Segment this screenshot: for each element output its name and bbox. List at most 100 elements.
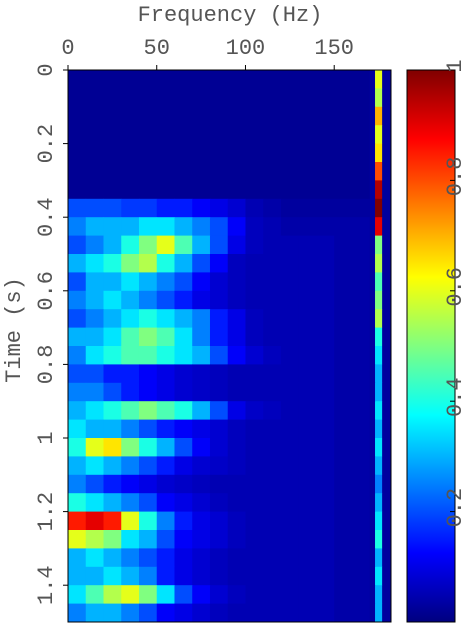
heatmap-cell <box>227 198 246 218</box>
heatmap-cell <box>263 290 282 310</box>
heatmap-cell <box>375 70 383 89</box>
heatmap-cell <box>192 309 211 328</box>
heatmap-cell <box>156 364 175 384</box>
heatmap-cell <box>316 603 335 623</box>
heatmap-cell <box>227 603 246 623</box>
heatmap-cell <box>245 272 264 292</box>
heatmap-cell <box>156 438 175 457</box>
heatmap-cell <box>369 585 376 604</box>
heatmap-cell <box>375 290 383 310</box>
heatmap-cell <box>227 438 246 457</box>
heatmap-cell <box>263 235 282 255</box>
y-axis-label: Time (s) <box>2 277 27 383</box>
heatmap-cell <box>382 70 392 89</box>
heatmap-cell <box>138 327 158 347</box>
heatmap-cell <box>245 235 264 255</box>
heatmap-cell <box>68 493 87 512</box>
heatmap-cell <box>209 548 229 568</box>
heatmap-cell <box>382 254 392 273</box>
heatmap-cell <box>85 70 104 89</box>
heatmap-cell <box>138 235 158 255</box>
heatmap-cell <box>375 401 383 420</box>
heatmap-cell <box>138 548 158 568</box>
heatmap-cell <box>245 290 264 310</box>
heatmap-cell <box>227 585 246 604</box>
heatmap-cell <box>245 327 264 347</box>
heatmap-cell <box>369 309 376 328</box>
heatmap-cell <box>192 382 211 402</box>
heatmap-cell <box>375 346 383 365</box>
heatmap-cell <box>316 162 335 181</box>
heatmap-cell <box>156 346 175 365</box>
heatmap-cell <box>298 309 317 328</box>
heatmap-cell <box>174 530 193 549</box>
heatmap-cell <box>192 346 211 365</box>
heatmap-cell <box>382 162 392 181</box>
heatmap-cell <box>121 272 140 292</box>
colorbar-tick-label: 1 <box>443 59 467 72</box>
heatmap-cell <box>280 474 300 494</box>
heatmap-cell <box>227 106 246 126</box>
heatmap-cell <box>351 162 371 181</box>
heatmap-cell <box>280 530 300 549</box>
heatmap-cell <box>382 456 392 476</box>
heatmap-cell <box>174 327 193 347</box>
heatmap-cell <box>316 125 335 144</box>
heatmap-cell <box>68 511 87 531</box>
heatmap-cell <box>85 474 104 494</box>
heatmap-cell <box>375 217 383 236</box>
heatmap-cell <box>334 603 353 623</box>
heatmap-cell <box>68 566 87 586</box>
heatmap-cell <box>375 530 383 549</box>
heatmap-cell <box>103 438 122 457</box>
heatmap-cell <box>227 493 246 512</box>
heatmap-cell <box>369 511 376 531</box>
heatmap-cell <box>209 309 229 328</box>
heatmap-cell <box>382 530 392 549</box>
heatmap-cell <box>85 180 104 200</box>
heatmap-cell <box>375 254 383 273</box>
heatmap-cell <box>382 272 392 292</box>
heatmap-cell <box>351 106 371 126</box>
heatmap-cell <box>298 474 317 494</box>
heatmap-cell <box>121 290 140 310</box>
heatmap-cell <box>138 566 158 586</box>
heatmap-cell <box>280 364 300 384</box>
heatmap-cell <box>382 603 392 623</box>
heatmap-cell <box>382 585 392 604</box>
heatmap-cells <box>68 70 392 623</box>
heatmap-cell <box>121 125 140 144</box>
heatmap-cell <box>138 364 158 384</box>
heatmap-cell <box>192 290 211 310</box>
heatmap-cell <box>138 401 158 420</box>
heatmap-cell <box>280 456 300 476</box>
heatmap-cell <box>156 493 175 512</box>
heatmap-cell <box>85 125 104 144</box>
heatmap-cell <box>334 125 353 144</box>
heatmap-cell <box>209 88 229 108</box>
heatmap-cell <box>103 162 122 181</box>
heatmap-cell <box>369 419 376 439</box>
heatmap-cell <box>192 272 211 292</box>
heatmap-cell <box>351 70 371 89</box>
heatmap-cell <box>209 419 229 439</box>
heatmap-cell <box>103 88 122 108</box>
heatmap-cell <box>156 70 175 89</box>
heatmap-cell <box>227 88 246 108</box>
heatmap-cell <box>209 382 229 402</box>
heatmap-cell <box>382 419 392 439</box>
heatmap-cell <box>227 474 246 494</box>
heatmap-cell <box>138 162 158 181</box>
heatmap-cell <box>174 143 193 163</box>
heatmap-cell <box>192 548 211 568</box>
heatmap-cell <box>375 309 383 328</box>
heatmap-cell <box>263 364 282 384</box>
heatmap-cell <box>68 162 87 181</box>
heatmap-cell <box>121 530 140 549</box>
x-tick-label: 0 <box>61 36 74 61</box>
heatmap-cell <box>298 70 317 89</box>
heatmap-cell <box>138 272 158 292</box>
heatmap-cell <box>192 235 211 255</box>
heatmap-cell <box>369 603 376 623</box>
heatmap-cell <box>263 585 282 604</box>
